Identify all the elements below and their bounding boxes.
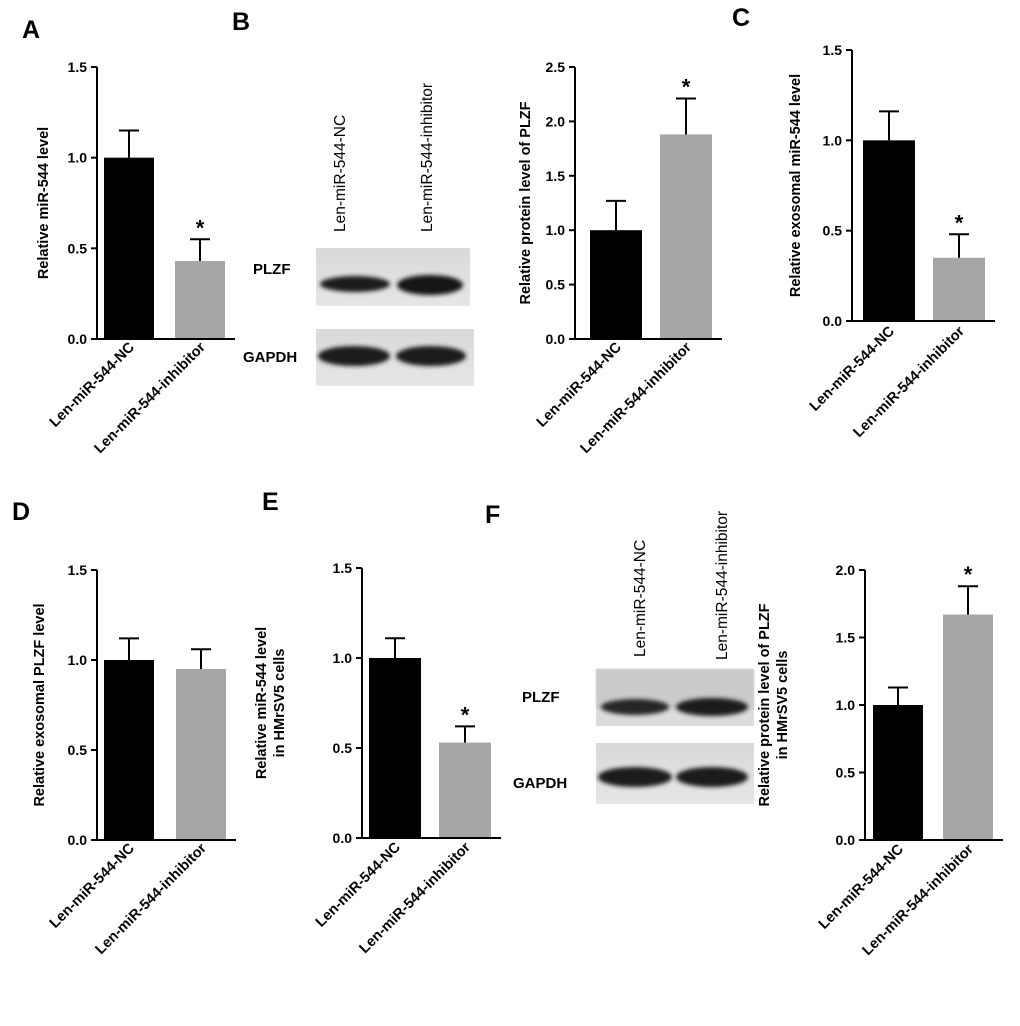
d-y-tick-label: 1.0 xyxy=(68,652,88,668)
blot-f-lane-label-inhibitor: Len-miR-544-inhibitor xyxy=(714,511,731,660)
e-y-tick-label: 1.0 xyxy=(333,650,353,666)
blot-f-lane-label-nc: Len-miR-544-NC xyxy=(632,540,649,657)
c-y-axis-label: Relative exosomal miR-544 level xyxy=(788,74,804,297)
b-y-tick-label: 2.5 xyxy=(546,59,566,75)
blot-b-plzf-band-inhibitor xyxy=(397,275,463,295)
c-y-tick-label: 0.0 xyxy=(823,313,843,329)
b-y-tick-label: 1.5 xyxy=(546,168,566,184)
f-y-tick-label: 0.5 xyxy=(836,765,856,781)
chart-panel-d: 0.0 0.5 1.0 1.5 Relative exosomal PLZF level… xyxy=(32,562,236,958)
b-y-tick-label: 2.0 xyxy=(546,113,566,129)
a-bar-inhibitor xyxy=(175,261,225,339)
b-bar-nc xyxy=(590,230,642,339)
a-significance-star: * xyxy=(196,215,205,240)
f-y-tick-label: 1.0 xyxy=(836,697,856,713)
panel-letter-c: C xyxy=(732,4,750,32)
d-y-axis-label: Relative exosomal PLZF level xyxy=(32,603,48,806)
western-blot-f: Len-miR-544-NC Len-miR-544-inhibitor PLZ… xyxy=(513,511,754,804)
f-y-tick-label: 0.0 xyxy=(836,832,856,848)
a-y-tick-label: 1.5 xyxy=(68,59,88,75)
e-y-tick-label: 0.0 xyxy=(333,830,353,846)
b-y-tick-label: 0.0 xyxy=(546,331,566,347)
blot-f-gapdh-band-nc xyxy=(598,767,672,787)
blot-b-plzf-band-nc xyxy=(320,276,390,292)
f-bar-inhibitor xyxy=(943,614,993,840)
b-y-axis-label: Relative protein level of PLZF xyxy=(518,101,534,304)
f-y-axis-label: in HMrSV5 cells xyxy=(775,651,791,760)
western-blot-b: Len-miR-544-NC Len-miR-544-inhibitor PLZ… xyxy=(243,83,474,386)
blot-f-gapdh-band-inhibitor xyxy=(676,767,748,787)
d-y-tick-label: 0.5 xyxy=(68,742,88,758)
blot-b-gapdh-band-nc xyxy=(318,346,390,366)
b-significance-star: * xyxy=(682,75,691,100)
panel-letter-a: A xyxy=(22,16,40,44)
f-bar-nc xyxy=(873,705,923,840)
c-bar-nc xyxy=(863,140,915,321)
f-significance-star: * xyxy=(964,562,973,587)
chart-panel-f: 0.0 0.5 1.0 1.5 2.0 Relative protein level of… xyxy=(757,562,1003,959)
chart-panel-b: 0.0 0.5 1.0 1.5 2.0 2.5 Relative protein level… xyxy=(518,59,722,457)
a-y-tick-label: 0.5 xyxy=(68,240,88,256)
f-y-axis-label: Relative protein level of PLZF xyxy=(757,603,773,806)
f-y-tick-label: 2.0 xyxy=(836,562,856,578)
blot-b-row-label-plzf: PLZF xyxy=(253,261,291,278)
d-bar-inhibitor xyxy=(176,669,226,840)
a-bar-nc xyxy=(104,157,154,339)
d-y-tick-label: 1.5 xyxy=(68,562,88,578)
e-y-tick-label: 1.5 xyxy=(333,560,353,576)
chart-panel-e: 0.0 0.5 1.0 1.5 Relative miR-544 level in HMr… xyxy=(254,560,501,957)
panel-letter-d: D xyxy=(12,498,30,526)
panel-letter-e: E xyxy=(262,488,279,516)
blot-b-lane-label-inhibitor: Len-miR-544-inhibitor xyxy=(419,83,436,232)
a-y-axis-label: Relative miR-544 level xyxy=(36,127,52,279)
b-y-tick-label: 0.5 xyxy=(546,277,566,293)
b-bar-inhibitor xyxy=(660,134,712,339)
e-y-axis-label: Relative miR-544 level xyxy=(254,627,270,779)
c-significance-star: * xyxy=(955,210,964,235)
a-y-tick-label: 1.0 xyxy=(68,150,88,166)
blot-f-plzf-band-nc xyxy=(601,699,669,715)
d-bar-nc xyxy=(104,660,154,840)
c-y-tick-label: 0.5 xyxy=(823,223,843,239)
b-y-tick-label: 1.0 xyxy=(546,222,566,238)
panel-letter-f: F xyxy=(485,501,500,529)
blot-b-lane-label-nc: Len-miR-544-NC xyxy=(332,115,349,232)
panel-letter-b: B xyxy=(232,8,250,36)
c-bar-inhibitor xyxy=(933,257,985,321)
c-y-tick-label: 1.5 xyxy=(823,42,843,58)
chart-panel-c: 0.0 0.5 1.0 1.5 Relative exosomal miR-544 le… xyxy=(788,42,995,441)
blot-b-row-label-gapdh: GAPDH xyxy=(243,349,297,366)
a-y-tick-label: 0.0 xyxy=(68,331,88,347)
e-y-axis-label: in HMrSV5 cells xyxy=(272,649,288,758)
blot-f-row-label-plzf: PLZF xyxy=(522,689,560,706)
blot-b-gapdh-band-inhibitor xyxy=(396,346,466,366)
blot-f-plzf-band-inhibitor xyxy=(676,698,748,716)
blot-f-row-label-gapdh: GAPDH xyxy=(513,775,567,792)
d-y-tick-label: 0.0 xyxy=(68,832,88,848)
f-y-tick-label: 1.5 xyxy=(836,630,856,646)
c-y-tick-label: 1.0 xyxy=(823,132,843,148)
e-bar-nc xyxy=(369,658,421,838)
e-bar-inhibitor xyxy=(439,742,491,838)
e-significance-star: * xyxy=(461,702,470,727)
e-y-tick-label: 0.5 xyxy=(333,740,353,756)
